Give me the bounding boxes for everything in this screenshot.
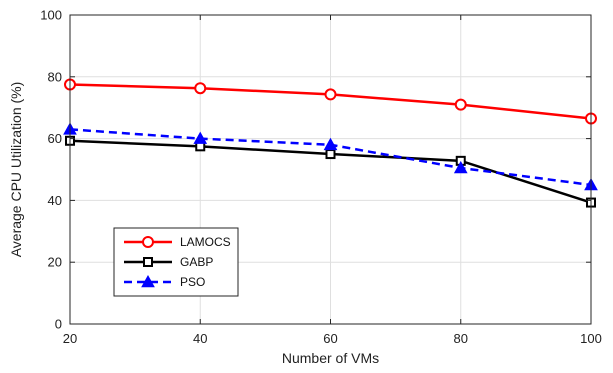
data-point-gabp [325,149,336,160]
data-point-lamocs [324,88,337,101]
series-lamocs [64,78,597,125]
x-tick-label: 100 [580,331,602,346]
x-tick-label: 80 [454,331,468,346]
legend-item-pso: PSO [124,274,205,289]
x-tick-label: 20 [63,331,77,346]
legend-item-lamocs: LAMOCS [124,235,231,249]
legend-item-gabp: GABP [124,255,213,269]
x-axis-title: Number of VMs [282,350,379,366]
legend: LAMOCS GABP PSO [113,227,239,297]
data-point-pso [453,160,468,174]
y-tick-label: 100 [40,8,62,23]
legend-marker-gabp [143,257,153,267]
data-point-lamocs [194,82,207,95]
legend-marker-pso [141,274,155,288]
data-point-pso [193,131,208,144]
y-tick-label: 60 [48,131,62,146]
legend-label-pso: PSO [180,275,205,289]
y-tick-label: 0 [55,317,62,332]
x-tick-label: 40 [193,331,207,346]
y-tick-label: 20 [48,255,62,270]
data-point-pso [323,137,338,151]
y-tick-label: 40 [48,193,62,208]
x-tick-label: 60 [323,331,337,346]
y-tick-label: 80 [48,69,62,84]
legend-label-lamocs: LAMOCS [180,235,231,249]
series-group [63,78,598,208]
legend-label-gabp: GABP [180,255,213,269]
legend-marker-lamocs [142,236,154,248]
y-axis-title: Average CPU Utilization (%) [8,82,24,258]
data-point-lamocs [454,98,467,111]
